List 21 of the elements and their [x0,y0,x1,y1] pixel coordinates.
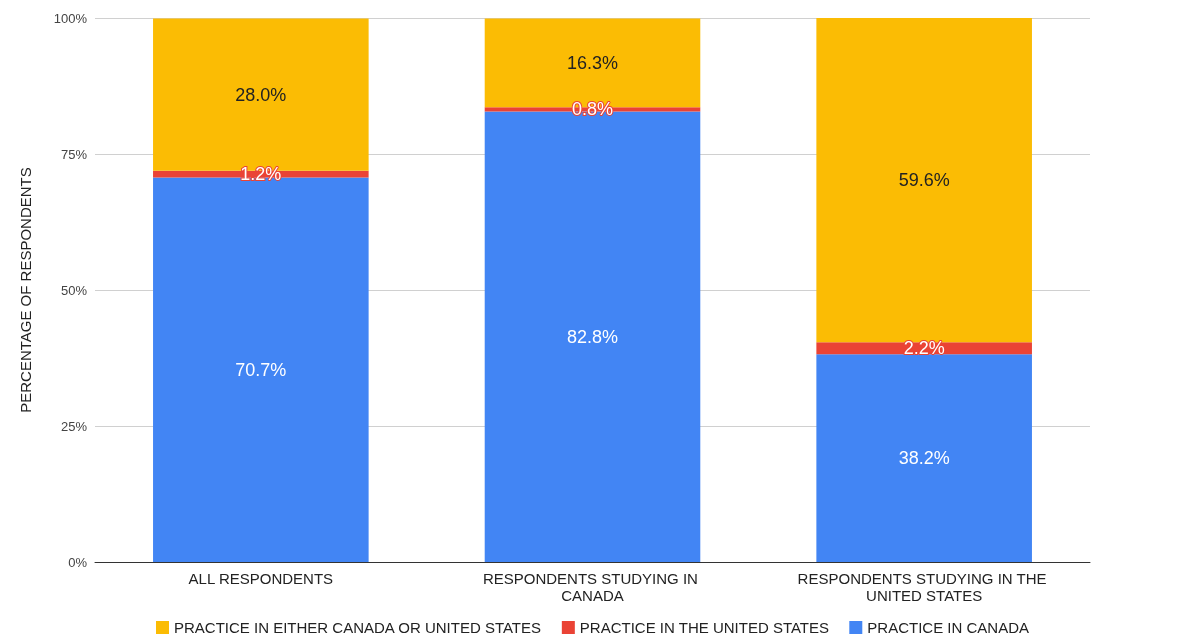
data-label: 82.8% [566,326,619,347]
legend-label: PRACTICE IN THE UNITED STATES [579,619,830,636]
legend-label: PRACTICE IN CANADA [867,619,1029,636]
y-tick-label: 25% [60,418,88,434]
y-axis-title: PERCENTAGE OF RESPONDENTS [17,167,34,413]
data-label: 70.7% [235,359,287,380]
y-tick-label: 100% [53,10,88,26]
x-tick-label: RESPONDENTS STUDYING IN CANADA [482,570,703,604]
bar [816,354,1032,562]
data-label: 16.3% [566,52,619,73]
bar [816,18,1032,343]
data-label: 38.2% [898,448,950,469]
data-label: 59.6% [898,170,950,191]
y-tick-label: 50% [60,282,88,298]
x-tick-label: RESPONDENTS STUDYING IN THE UNITED STATES [797,570,1051,604]
y-tick-label: 0% [68,554,88,570]
x-tick-label: ALL RESPONDENTS [188,570,334,587]
y-tick-label: 75% [60,146,88,162]
data-label: 2.2% [903,338,945,359]
data-label: 28.0% [235,84,287,105]
legend-label: PRACTICE IN EITHER CANADA OR UNITED STATES [174,619,542,636]
